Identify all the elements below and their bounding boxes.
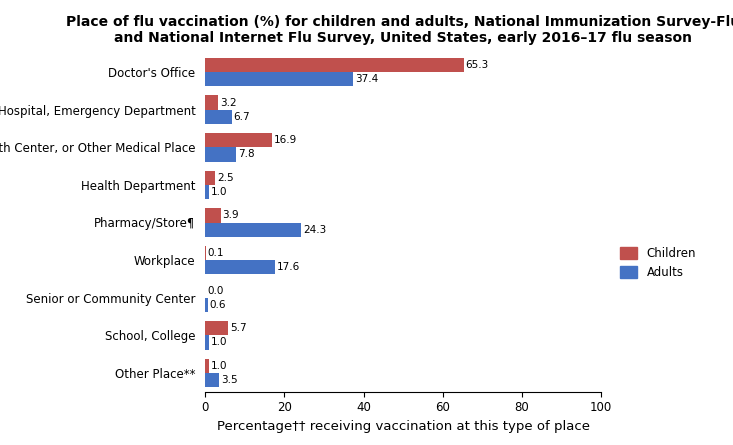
Text: 16.9: 16.9 xyxy=(274,135,298,145)
Text: 0.6: 0.6 xyxy=(210,300,226,310)
Text: 37.4: 37.4 xyxy=(356,74,378,85)
Text: 65.3: 65.3 xyxy=(465,60,489,70)
Text: 24.3: 24.3 xyxy=(303,225,327,235)
Bar xyxy=(205,110,232,124)
Bar xyxy=(205,147,236,162)
Text: 3.5: 3.5 xyxy=(221,375,237,385)
Bar xyxy=(205,373,219,387)
Legend: Children, Adults: Children, Adults xyxy=(615,243,701,284)
Text: 3.2: 3.2 xyxy=(220,97,237,108)
Bar xyxy=(205,298,207,312)
Text: 2.5: 2.5 xyxy=(217,173,234,183)
Title: Place of flu vaccination (%) for children and adults, National Immunization Surv: Place of flu vaccination (%) for childre… xyxy=(66,15,733,45)
Bar xyxy=(205,359,209,373)
Bar xyxy=(205,185,209,199)
Text: 1.0: 1.0 xyxy=(211,360,228,371)
Text: 1.0: 1.0 xyxy=(211,187,228,197)
Bar xyxy=(205,58,464,72)
Bar xyxy=(205,96,218,110)
Text: 0.0: 0.0 xyxy=(207,286,224,295)
Bar xyxy=(205,72,353,86)
Bar xyxy=(205,170,216,185)
Text: 6.7: 6.7 xyxy=(234,112,251,122)
Bar xyxy=(205,335,209,349)
Text: 17.6: 17.6 xyxy=(277,262,300,272)
Text: 1.0: 1.0 xyxy=(211,337,228,348)
Bar xyxy=(205,260,275,275)
Text: 0.1: 0.1 xyxy=(207,248,224,258)
Text: 3.9: 3.9 xyxy=(223,210,239,220)
Bar xyxy=(205,222,301,237)
X-axis label: Percentage†† receiving vaccination at this type of place: Percentage†† receiving vaccination at th… xyxy=(217,420,589,433)
Text: 7.8: 7.8 xyxy=(238,150,255,159)
Text: 5.7: 5.7 xyxy=(229,323,246,333)
Bar xyxy=(205,321,228,335)
Bar xyxy=(205,208,221,222)
Bar xyxy=(205,133,272,147)
